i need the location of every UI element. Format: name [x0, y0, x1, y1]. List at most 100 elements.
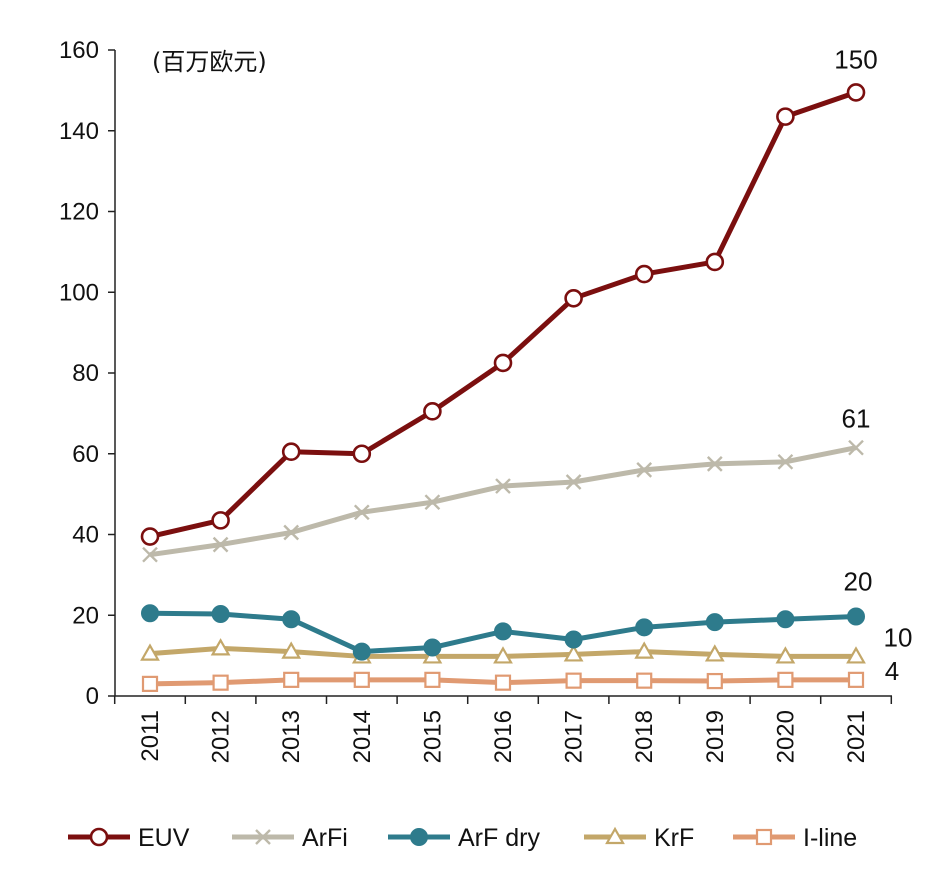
data-point-i-line: [636, 672, 653, 689]
y-tick-label: 80: [72, 360, 99, 387]
data-point-krf: [493, 646, 513, 664]
data-point-euv: [846, 83, 866, 102]
data-point-krf: [563, 644, 584, 662]
data-label-end: 61: [842, 404, 871, 434]
data-point-arf-dry: [423, 638, 442, 657]
y-tick-label: 100: [59, 279, 99, 306]
data-point-euv: [493, 353, 513, 373]
data-point-euv: [564, 289, 583, 308]
x-tick-label: 2018: [631, 710, 658, 763]
data-point-arfi: [212, 536, 229, 553]
data-label-end: 20: [844, 566, 873, 596]
data-point-i-line: [494, 674, 512, 691]
series-krf: [140, 638, 866, 664]
x-tick-label: 2019: [702, 710, 729, 763]
data-point-krf: [704, 644, 725, 662]
legend-item-i-line: I-line: [733, 824, 857, 852]
data-label-end: 150: [834, 44, 877, 74]
data-point-arf-dry: [776, 610, 795, 629]
series-arfi: [142, 439, 864, 563]
data-point-euv: [634, 264, 654, 284]
data-point-euv: [705, 252, 725, 272]
data-point-krf: [140, 643, 160, 661]
unit-label: (百万欧元): [152, 48, 267, 76]
x-tick-label: 2014: [349, 710, 376, 763]
legend-label: ArFi: [302, 824, 348, 852]
data-label-end: 4: [885, 656, 899, 686]
legend-marker: [605, 826, 625, 845]
legend-marker: [410, 828, 428, 846]
x-tick-label: 2011: [137, 710, 164, 762]
data-point-i-line: [283, 671, 300, 688]
legend-item-krf: KrF: [584, 824, 694, 852]
data-label-end: 10: [884, 622, 913, 652]
data-point-krf: [281, 641, 302, 659]
data-point-i-line: [777, 671, 794, 688]
series-arf-dry: [141, 604, 865, 661]
data-point-arfi: [636, 462, 653, 478]
data-point-arfi: [142, 546, 158, 563]
data-point-krf: [210, 638, 231, 656]
data-point-i-line: [141, 675, 159, 692]
series-line-arfi: [149, 445, 857, 558]
data-point-euv: [423, 402, 442, 421]
data-point-arfi: [848, 439, 864, 456]
legend-marker: [89, 827, 109, 847]
y-tick-label: 40: [72, 522, 99, 549]
data-point-arf-dry: [282, 610, 301, 629]
x-tick-label: 2012: [208, 710, 235, 763]
data-point-arfi: [777, 453, 794, 470]
x-tick-label: 2021: [843, 710, 870, 763]
data-point-krf: [846, 646, 866, 664]
data-point-arf-dry: [847, 607, 865, 626]
x-tick-label: 2015: [419, 710, 446, 763]
data-point-euv: [140, 527, 160, 546]
data-point-arf-dry: [494, 622, 512, 641]
data-point-arfi: [283, 524, 300, 541]
legend-label: ArF dry: [458, 824, 540, 852]
legend-label: I-line: [803, 824, 857, 852]
data-point-i-line: [353, 671, 370, 688]
y-tick-label: 20: [72, 602, 99, 629]
data-point-i-line: [706, 672, 723, 690]
data-point-euv: [281, 442, 301, 462]
series-layer: [140, 83, 866, 692]
data-point-arf-dry: [705, 613, 724, 632]
data-point-arf-dry: [635, 618, 654, 637]
legend-label: KrF: [654, 824, 694, 852]
data-point-i-line: [424, 671, 441, 688]
legend-label: EUV: [138, 824, 190, 852]
x-tick-label: 2017: [561, 710, 588, 763]
data-point-krf: [775, 646, 796, 664]
data-point-i-line: [212, 674, 229, 691]
data-point-krf: [634, 641, 655, 659]
data-point-arfi: [495, 478, 511, 494]
data-point-i-line: [565, 672, 582, 689]
legend-item-arf-dry: ArF dry: [388, 824, 540, 852]
legend-marker: [755, 828, 773, 846]
y-tick-label: 160: [59, 37, 99, 64]
series-euv: [140, 83, 866, 546]
y-tick-label: 0: [86, 683, 99, 710]
data-point-arfi: [565, 474, 582, 490]
data-point-arf-dry: [141, 604, 159, 623]
data-point-euv: [776, 107, 795, 126]
series-line-euv: [149, 90, 857, 539]
x-tick-label: 2013: [278, 710, 305, 763]
data-point-arf-dry: [352, 642, 371, 661]
y-tick-label: 60: [72, 441, 99, 468]
legend-item-arfi: ArFi: [232, 824, 348, 852]
data-point-arfi: [353, 504, 370, 521]
legend: EUV ArFi ArF dry KrF I-line: [68, 824, 857, 852]
data-point-i-line: [847, 671, 865, 688]
series-i-line: [141, 671, 865, 692]
data-point-euv: [211, 511, 230, 530]
y-tick-label: 120: [59, 199, 99, 226]
data-point-arf-dry: [211, 605, 230, 624]
x-tick-label: 2016: [490, 710, 517, 763]
data-point-arf-dry: [564, 630, 583, 649]
data-point-euv: [352, 444, 372, 464]
data-point-arfi: [706, 455, 723, 472]
